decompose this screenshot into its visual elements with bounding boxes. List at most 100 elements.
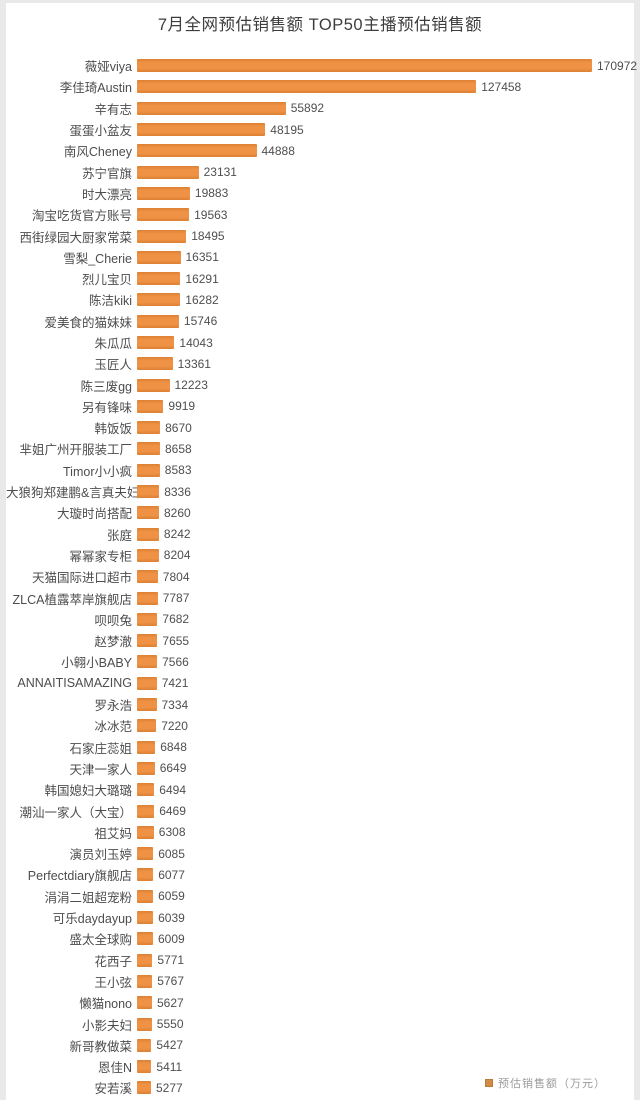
value-label: 19563 xyxy=(194,207,228,222)
chart-row: 潮汕一家人（大宝） 6469 xyxy=(6,800,634,821)
streamer-label: 辛有志 xyxy=(94,102,132,117)
streamer-label: 小翱小BABY xyxy=(61,656,132,671)
value-label: 55892 xyxy=(290,101,325,116)
streamer-label: 陈三废gg xyxy=(80,379,132,394)
chart-row: 李佳琦Austin 127458 xyxy=(6,76,634,97)
value-label: 6009 xyxy=(158,931,185,946)
value-bar xyxy=(137,847,154,861)
value-label: 8336 xyxy=(164,484,191,499)
chart-row: 雪梨_Cherie 16351 xyxy=(6,247,634,268)
chart-row: 西街绿园大厨家常菜 18495 xyxy=(6,225,634,246)
value-label: 7655 xyxy=(162,633,190,648)
chart-row: 另有锋味 9919 xyxy=(6,396,634,417)
value-bar xyxy=(137,1060,152,1074)
streamer-label: 懒猫nono xyxy=(79,997,132,1012)
chart-row: 王小弦 5767 xyxy=(6,971,634,992)
value-bar xyxy=(137,570,158,584)
value-bar xyxy=(137,974,153,988)
streamer-label: 玉匠人 xyxy=(94,358,132,373)
chart-row: 可乐daydayup 6039 xyxy=(6,907,634,928)
streamer-label: 西街绿园大厨家常菜 xyxy=(19,230,132,245)
streamer-label: 祖艾妈 xyxy=(94,826,132,841)
streamer-label: 涓涓二姐超宠粉 xyxy=(44,890,132,905)
streamer-label: 朱瓜瓜 xyxy=(94,337,132,351)
value-label: 5771 xyxy=(157,953,185,968)
value-bar xyxy=(137,144,257,158)
value-bar xyxy=(137,740,156,754)
streamer-label: 蛋蛋小盆友 xyxy=(69,124,132,139)
value-bar xyxy=(137,1081,151,1095)
streamer-label: 大璇时尚搭配 xyxy=(56,507,132,522)
chart-row: 大璇时尚搭配 8260 xyxy=(6,502,634,523)
chart-row: 赵梦澈 7655 xyxy=(6,630,634,651)
streamer-label: 可乐daydayup xyxy=(52,912,132,927)
streamer-label: 陈洁kiki xyxy=(88,294,132,309)
chart-row: 花西子 5771 xyxy=(6,949,634,970)
value-bar xyxy=(137,336,175,349)
bar-chart: 薇娅viya 170972 李佳琦Austin 127458 辛有志 55892 蛋蛋小盆友… xyxy=(6,55,638,1099)
chart-row: 辛有志 55892 xyxy=(6,98,634,119)
streamer-label: ZLCA植露萃岸旗舰店 xyxy=(12,592,132,607)
value-bar xyxy=(137,463,160,477)
value-label: 13361 xyxy=(177,356,211,371)
chart-row: Timor小小疯 8583 xyxy=(6,460,634,481)
streamer-label: 盛太全球购 xyxy=(69,933,132,948)
streamer-label: 张庭 xyxy=(106,528,132,543)
value-label: 6649 xyxy=(159,761,187,776)
value-bar xyxy=(137,101,286,115)
chart-row: 时大漂亮 19883 xyxy=(6,183,634,204)
chart-row: Perfectdiary旗舰店 6077 xyxy=(6,864,634,885)
value-bar xyxy=(137,399,164,413)
value-label: 8260 xyxy=(164,505,191,520)
streamer-label: 潮汕一家人（大宝） xyxy=(19,805,132,820)
value-label: 8658 xyxy=(165,441,192,456)
chart-title: 7月全网预估销售额 TOP50主播预估销售额 xyxy=(157,16,483,34)
value-label: 23131 xyxy=(203,165,237,180)
value-label: 16282 xyxy=(185,292,219,307)
streamer-label: 罗永浩 xyxy=(94,699,132,714)
value-label: 6085 xyxy=(158,846,185,861)
chart-card: 7月全网预估销售额 TOP50主播预估销售额 薇娅viya 170972 李佳琦Au… xyxy=(6,3,638,1100)
streamer-label: 雪梨_Cherie xyxy=(63,251,132,266)
value-bar xyxy=(137,293,181,307)
value-label: 127458 xyxy=(481,79,522,94)
value-bar xyxy=(137,804,155,818)
value-label: 16291 xyxy=(185,271,219,286)
legend-label: 预估销售额（万元） xyxy=(498,1078,606,1090)
chart-row: 天猫国际进口超市 7804 xyxy=(6,566,634,587)
value-label: 5550 xyxy=(156,1017,184,1031)
value-bar xyxy=(137,889,154,903)
chart-row: 演员刘玉婷 6085 xyxy=(6,843,634,864)
chart-row: 恩佳N 5411 xyxy=(6,1056,634,1077)
chart-row: 天津一家人 6649 xyxy=(6,758,634,779)
value-bar xyxy=(137,357,173,371)
value-label: 6059 xyxy=(158,889,185,904)
streamer-label: 韩国媳妇大璐璐 xyxy=(44,784,132,799)
chart-row: 小翱小BABY 7566 xyxy=(6,651,634,672)
value-bar xyxy=(137,1038,152,1052)
chart-row: 呗呗兔 7682 xyxy=(6,609,634,630)
value-label: 6077 xyxy=(158,867,185,882)
value-bar xyxy=(137,485,160,499)
streamer-label: 王小弦 xyxy=(94,975,132,990)
chart-row: 幂幂家专柜 8204 xyxy=(6,545,634,566)
value-bar xyxy=(137,186,190,200)
value-label: 12223 xyxy=(174,378,208,393)
chart-row: 涓涓二姐超宠粉 6059 xyxy=(6,886,634,907)
value-bar xyxy=(137,123,266,137)
streamer-label: 薇娅viya xyxy=(84,60,132,75)
value-bar xyxy=(137,761,155,775)
value-label: 7220 xyxy=(161,718,188,733)
streamer-label: 烈儿宝贝 xyxy=(81,273,132,288)
streamer-label: 赵梦澈 xyxy=(94,635,132,650)
streamer-label: 安若溪 xyxy=(94,1082,132,1097)
value-label: 6308 xyxy=(158,825,186,840)
value-bar xyxy=(137,655,158,669)
value-label: 170972 xyxy=(597,58,638,73)
value-label: 8670 xyxy=(165,420,192,435)
value-bar xyxy=(137,825,154,839)
streamer-label: ANNAITISAMAZING xyxy=(17,676,132,691)
streamer-label: 冰冰范 xyxy=(94,720,132,735)
value-label: 48195 xyxy=(270,122,304,137)
value-label: 18495 xyxy=(191,229,225,244)
